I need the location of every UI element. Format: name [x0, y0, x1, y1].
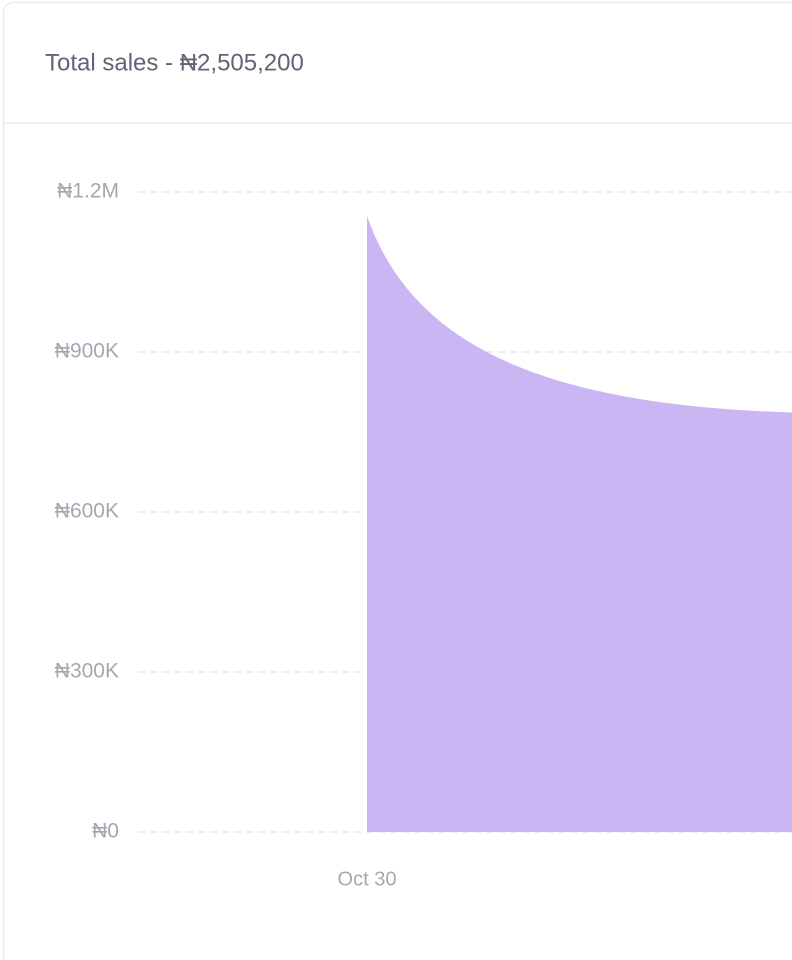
- y-tick-label: ₦600K: [55, 500, 119, 523]
- y-tick-label: ₦300K: [55, 660, 119, 683]
- area: [367, 216, 792, 832]
- y-tick-label: ₦900K: [55, 340, 119, 363]
- chart-title: Total sales - ₦2,505,200: [45, 49, 304, 76]
- y-tick-label: ₦0: [92, 820, 119, 843]
- y-tick-label: ₦1.2M: [57, 180, 119, 203]
- x-tick-label: Oct 30: [338, 868, 397, 890]
